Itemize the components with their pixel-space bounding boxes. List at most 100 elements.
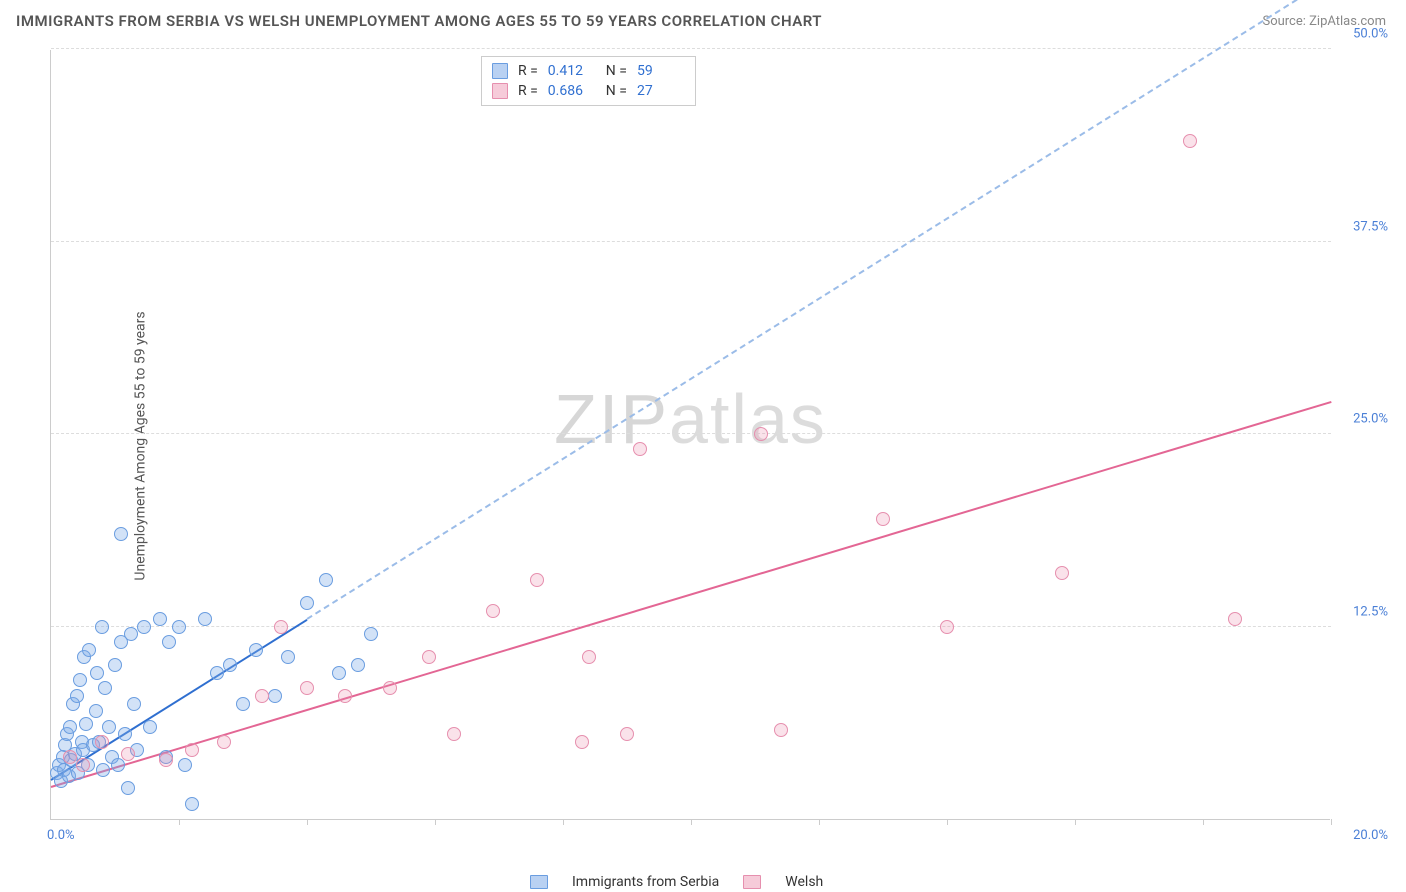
x-tick [1075,819,1076,825]
data-point [70,689,84,703]
chart-title: IMMIGRANTS FROM SERBIA VS WELSH UNEMPLOY… [16,12,822,30]
trendline-blue-dashed [306,0,1331,620]
data-point [281,650,295,664]
x-tick [179,819,180,825]
data-point [754,427,768,441]
data-point [300,681,314,695]
x-tick [691,819,692,825]
x-tick [947,819,948,825]
stat-n-label: N = [606,63,627,79]
data-point [198,612,212,626]
data-point [178,758,192,772]
data-point [255,689,269,703]
data-point [268,689,282,703]
data-point [114,527,128,541]
data-point [96,763,110,777]
data-point [210,666,224,680]
stat-r-value-1: 0.412 [548,63,596,79]
swatch-pink-icon [492,83,508,99]
data-point [76,758,90,772]
legend-swatch-pink-icon [743,875,761,889]
x-tick [1331,819,1332,825]
data-point [383,681,397,695]
plot-area: ZIPatlas R = 0.412 N = 59 R = 0.686 N = … [50,50,1330,820]
data-point [575,735,589,749]
data-point [63,750,77,764]
data-point [364,627,378,641]
data-point [137,620,151,634]
gridline [51,241,1331,242]
data-point [1228,612,1242,626]
data-point [236,697,250,711]
data-point [300,596,314,610]
y-tick-label: 12.5% [1353,604,1388,619]
stats-row-series2: R = 0.686 N = 27 [492,81,685,101]
data-point [940,620,954,634]
data-point [159,753,173,767]
data-point [319,573,333,587]
x-max-label: 20.0% [1353,828,1388,843]
data-point [217,735,231,749]
data-point [102,720,116,734]
data-point [582,650,596,664]
data-point [89,704,103,718]
stat-r-label: R = [518,63,538,79]
x-tick [307,819,308,825]
watermark-thin: atlas [669,380,827,458]
data-point [223,658,237,672]
y-tick-label: 25.0% [1353,412,1388,427]
legend-label-1: Immigrants from Serbia [572,874,719,890]
bottom-legend: Immigrants from Serbia Welsh [530,874,823,890]
data-point [118,727,132,741]
data-point [633,442,647,456]
x-origin-label: 0.0% [47,828,75,843]
data-point [95,620,109,634]
data-point [447,727,461,741]
stat-r-label-2: R = [518,83,538,99]
data-point [98,681,112,695]
trendline-pink [51,401,1332,788]
swatch-blue-icon [492,63,508,79]
stat-n-value-1: 59 [637,63,685,79]
data-point [185,797,199,811]
legend-swatch-blue-icon [530,875,548,889]
y-tick-label: 50.0% [1353,27,1388,42]
data-point [620,727,634,741]
plot-container: ZIPatlas R = 0.412 N = 59 R = 0.686 N = … [50,50,1390,860]
data-point [121,781,135,795]
watermark: ZIPatlas [554,379,827,459]
data-point [486,604,500,618]
data-point [108,658,122,672]
x-tick [1203,819,1204,825]
data-point [127,697,141,711]
data-point [1183,134,1197,148]
stat-r-value-2: 0.686 [548,83,596,99]
x-tick [819,819,820,825]
legend-label-2: Welsh [785,874,823,890]
data-point [351,658,365,672]
y-tick-label: 37.5% [1353,219,1388,234]
stat-n-value-2: 27 [637,83,685,99]
gridline [51,626,1331,627]
data-point [162,635,176,649]
data-point [124,627,138,641]
stats-box: R = 0.412 N = 59 R = 0.686 N = 27 [481,56,696,106]
data-point [82,643,96,657]
gridline [51,48,1331,49]
data-point [172,620,186,634]
data-point [95,735,109,749]
data-point [876,512,890,526]
data-point [79,717,93,731]
data-point [143,720,157,734]
stats-row-series1: R = 0.412 N = 59 [492,61,685,81]
data-point [90,666,104,680]
data-point [1055,566,1069,580]
data-point [332,666,346,680]
data-point [185,743,199,757]
gridline [51,433,1331,434]
data-point [63,720,77,734]
data-point [153,612,167,626]
data-point [530,573,544,587]
watermark-bold: ZIP [554,380,669,458]
x-tick [435,819,436,825]
